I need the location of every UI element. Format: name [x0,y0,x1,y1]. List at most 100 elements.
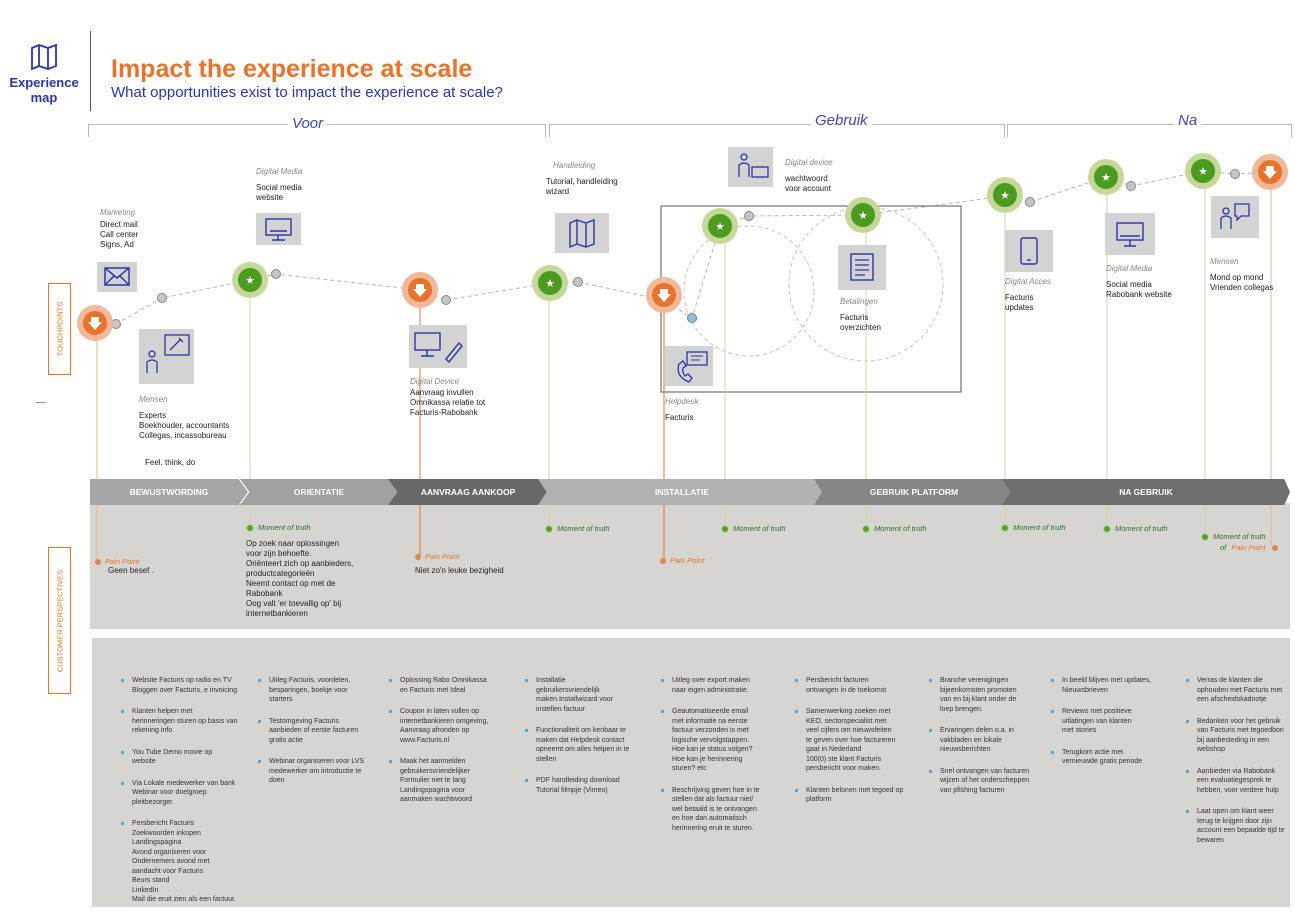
phase-bracket-na [1007,124,1292,137]
stage-gebruik-platform: GEBRUIK PLATFORM [814,479,1014,505]
stage-installatie: INSTALLATIE [538,479,826,505]
page-title: Impact the experience at scale [111,55,473,83]
pain-node-3 [646,277,682,313]
svg-text:★: ★ [245,274,255,287]
person-card-icon [738,153,769,178]
list-item: Maak het aanmelden gebruikersvriendelijk… [389,757,513,805]
phase-title-voor: Voor [288,115,328,132]
list-item: Verras de klanten die ophouden met Factu… [1186,676,1290,705]
star-node-4: ★ [845,197,881,233]
phone-chat-icon [677,351,708,383]
pain-point-3: Pain Point [660,556,704,565]
monitor-pen-icon [414,332,463,364]
envelope-icon [104,267,130,286]
opportunities-band [92,638,1290,907]
tp-label-digital-acces: Digital Acces Facturis updates [1005,277,1051,312]
list-item: Branche verenigingen bijeenkomsten promo… [929,676,1048,714]
map-icon [569,218,595,249]
logo-label-2: map [30,90,58,105]
opportunity-column-9: Verras de klanten die ophouden met Factu… [1185,676,1290,857]
customer-perspectives-side-label: CUSTOMER PERSPECTIVES [48,547,71,694]
moment-of-truth-2: Moment of truth [545,524,610,534]
tp-handleiding-box [555,213,609,253]
opportunity-column-5: Uitleg over export maken naar eigen admi… [660,676,785,845]
tp-label-marketing: Marketing Direct mail Call center Signs,… [100,208,139,249]
pain-node-2 [402,272,438,308]
list-item: Via Lokale medewerker van bank Webinar v… [121,779,250,808]
tp-label-digital-media-2: Digital Media Social media Rabobank webs… [1106,264,1172,299]
document-icon [850,253,874,281]
opportunity-column-8: In beeld blijven met updates, Nieuwsbrie… [1050,676,1175,779]
star-node-2: ★ [532,265,568,301]
svg-text:★: ★ [858,209,868,222]
phase-title-gebruik: Gebruik [811,112,872,129]
list-item: You Tube Demo movie op website [121,748,250,767]
moment-of-truth-5: Moment of truth [1001,523,1066,533]
star-node-5: ★ [987,177,1023,213]
stage-aanvraag-aankoop: AANVRAAG AANKOOP [388,479,548,505]
list-item: Beschrijving geven hoe in te stellen dat… [661,786,785,834]
monitor-icon [1116,222,1144,247]
star-node-3: ★ [702,208,738,244]
tp-label-digital-media: Digital Media Social media website [256,167,303,202]
list-item: Snel ontvangen van facturen wijzen of he… [929,767,1048,796]
monitor-icon [265,218,292,241]
tp-helpdesk-box [665,346,713,386]
pain-node-1 [77,305,113,341]
pain-node-4 [1252,154,1288,190]
tp-label-helpdesk: Helpdesk Facturis [665,397,699,422]
list-item: Klanten belonen met tegoed op platform [795,786,919,805]
moment-of-truth-3: Moment of truth [721,524,786,534]
pain-point-1: Pain Point [95,557,139,566]
list-item: Webinar organiseren voor LVS medewerker … [258,757,382,786]
map-icon [31,43,57,71]
list-item: Ervaringen delen o.a. in vakbladen en lo… [929,726,1048,755]
moment-of-truth-4: Moment of truth [862,524,927,534]
stage-bewustwording: BEWUSTWORDING [90,479,248,505]
list-item: Oplossing Rabo Omnikassa en Facturis met… [389,676,513,695]
pain-point-2: Pain Point [415,552,459,561]
list-item: Klanten helpen met herinneringen sturen … [121,707,250,736]
list-item: Persbericht Facturis Zoekwoorden inkopen… [121,819,250,905]
moment-of-truth-7: Moment of truth [1201,532,1266,542]
svg-text:★: ★ [715,220,725,233]
opportunity-column-2: Uitleg Facturis, voordelen, besparingen,… [257,676,382,798]
list-item: Uitleg over export maken naar eigen admi… [661,676,785,695]
tp-digital-acces-box [1005,230,1053,272]
list-item: Testomgeving Facturis aanbieden of eerst… [258,717,382,746]
tp-label-handleiding: Handleiding Tutorial, handleiding wizard [546,161,618,196]
list-item: Geautomatiseerde email met informatie na… [661,707,785,774]
tick-mark [36,402,46,403]
tablet-icon [1020,237,1038,265]
tp-label-digital-device-2: Digital device wachtwoord voor account [785,158,833,193]
svg-text:★: ★ [1101,171,1111,184]
experience-map-logo: Experience map [4,43,84,105]
opportunity-column-6: Persbericht facturen ontvangen in de toe… [794,676,919,817]
tp-marketing-box [97,262,137,292]
tp-digital-media-box [256,213,301,245]
svg-text:★: ★ [1000,189,1010,202]
tp-betalingen-box [838,245,886,290]
star-node-6: ★ [1088,159,1124,195]
moment-of-truth-6: Moment of truth [1103,524,1168,534]
moment-of-truth-1: Moment of truth [246,523,311,533]
phase-title-na: Na [1174,112,1202,129]
tp-digital-media-2-box [1105,213,1155,255]
pain-point-1-text: Geen besef . [108,566,154,575]
svg-text:★: ★ [545,277,555,290]
star-node-1: ★ [232,262,268,298]
list-item: Uitleg Facturis, voordelen, besparingen,… [258,676,382,705]
moment-1-text: Op zoek naar oplossingen voor zijn behoe… [246,539,354,618]
pain-point-2-text: Niet zo'n leuke bezigheid [415,566,504,575]
svg-text:★: ★ [1198,165,1208,178]
header-divider [90,31,91,111]
customer-perspectives-band [90,503,1290,629]
tp-digital-device-box [409,325,467,368]
page-subtitle: What opportunities exist to impact the e… [111,84,503,101]
opportunity-column-3: Oplossing Rabo Omnikassa en Facturis met… [388,676,513,817]
list-item: Coupon in laten vullen op internetbankie… [389,707,513,745]
list-item: Laat open om klant weer terug te krijgen… [1186,807,1290,845]
opportunity-column-1: Website Facturis op radio en TV Bloggen … [120,676,250,917]
list-item: Bedanken voor het gebruik van Facturis m… [1186,717,1290,755]
list-item: Installatie gebruikersvriendelijk maken.… [525,676,649,714]
